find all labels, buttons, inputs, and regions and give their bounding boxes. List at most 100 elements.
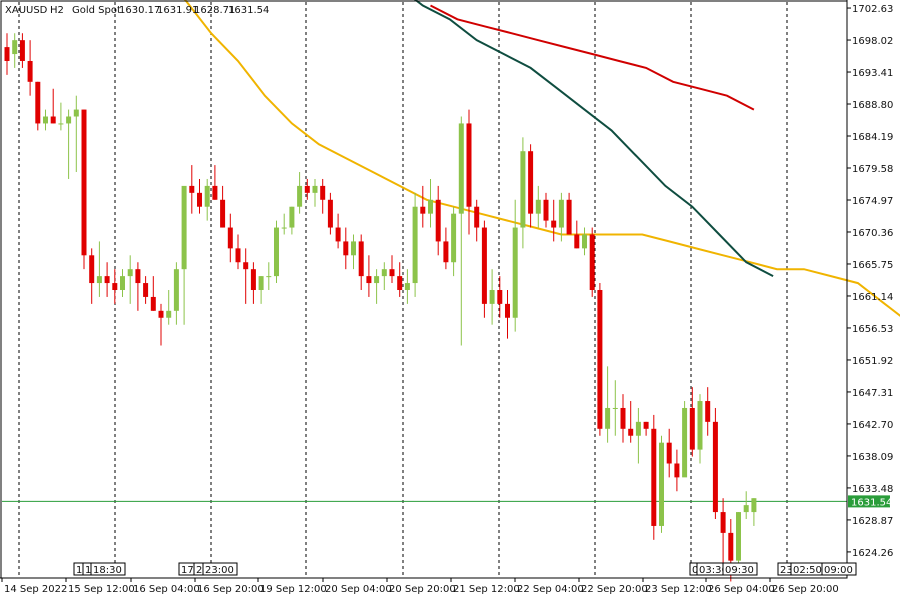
candle	[189, 165, 195, 214]
candle-body	[651, 428, 657, 526]
candle-body	[19, 40, 25, 61]
candle-body	[335, 227, 341, 242]
x-tick-label: 14 Sep 2022	[4, 584, 67, 595]
candles	[4, 33, 757, 582]
candle	[428, 178, 433, 228]
candle-body	[227, 227, 233, 249]
svg-text:0: 0	[692, 565, 698, 576]
svg-text:1: 1	[76, 565, 82, 576]
candle	[705, 387, 711, 436]
candle-body	[566, 199, 572, 235]
candle	[451, 206, 457, 277]
candle	[474, 199, 480, 242]
header-symbol: XAUUSD	[5, 5, 48, 16]
candle-body	[258, 276, 264, 290]
candle-body	[58, 123, 64, 125]
candle-body	[150, 296, 156, 311]
candle-body	[712, 421, 718, 513]
candle-body	[474, 206, 480, 228]
candle	[605, 366, 611, 443]
candle	[274, 220, 279, 284]
ma-slow-line	[430, 4, 755, 111]
candle	[651, 414, 657, 540]
y-tick-label: 1642.70	[852, 420, 893, 431]
candle	[35, 81, 41, 131]
candle	[689, 387, 695, 457]
candle-body	[397, 276, 403, 290]
candle	[66, 109, 72, 179]
x-tick-label: 20 Sep 04:00	[325, 584, 392, 595]
candle	[327, 192, 333, 235]
candle-body	[682, 407, 688, 478]
candle-body	[312, 185, 318, 193]
candle	[143, 276, 149, 304]
candle-body	[73, 109, 79, 117]
session-marker: 18:30	[90, 562, 126, 576]
candle	[258, 276, 264, 304]
candle-body	[605, 407, 611, 429]
candle-body	[535, 199, 541, 214]
candle	[720, 498, 726, 568]
candle	[520, 137, 526, 249]
svg-text:09:00: 09:00	[824, 565, 853, 576]
candle-body	[736, 512, 741, 561]
candle	[612, 380, 618, 436]
candle-body	[466, 123, 472, 207]
candle-body	[281, 227, 287, 229]
candle-body	[143, 283, 149, 297]
session-marker: 02:50	[790, 562, 826, 576]
candle	[281, 213, 287, 235]
candle-body	[481, 227, 487, 304]
candle-body	[127, 269, 133, 277]
candle-body	[351, 241, 356, 256]
y-tick-label: 1656.53	[852, 324, 893, 335]
candle	[12, 33, 18, 68]
candle-body	[212, 185, 218, 200]
candle	[420, 185, 426, 228]
session-marker: 09:30	[722, 562, 758, 576]
chart-header: XAUUSD H2 Gold Spot 1630.17 1631.91 1628…	[5, 5, 269, 16]
x-tick-label: 26 Sep 04:00	[708, 584, 775, 595]
candle	[235, 234, 241, 270]
candle-body	[543, 199, 549, 221]
candle-body	[458, 123, 464, 214]
candle	[697, 394, 703, 464]
y-tick-label: 1628.87	[852, 516, 893, 527]
x-tick-label: 20 Sep 20:00	[389, 584, 456, 595]
x-tick-label: 23 Sep 12:00	[645, 584, 712, 595]
candle-body	[451, 213, 457, 263]
y-tick-label: 1688.80	[852, 100, 893, 111]
candle-body	[173, 269, 179, 311]
candle	[135, 262, 141, 311]
candle-body	[289, 206, 295, 228]
current-price-tag: 1631.54	[848, 495, 892, 508]
candle	[574, 220, 580, 249]
candle	[674, 449, 680, 492]
candle-body	[135, 269, 141, 284]
candle-body	[720, 512, 726, 533]
candle	[512, 199, 518, 332]
candle	[220, 185, 226, 228]
candle	[404, 269, 410, 304]
svg-text:23:00: 23:00	[205, 565, 234, 576]
y-tick-label: 1647.31	[852, 388, 893, 399]
candle	[266, 262, 272, 290]
candle	[435, 185, 441, 256]
candle-body	[643, 421, 649, 429]
header-open: 1630.17	[119, 5, 160, 16]
candle	[505, 290, 510, 339]
candle-body	[204, 185, 210, 207]
candle-body	[120, 276, 125, 290]
candle-body	[612, 407, 618, 409]
candle-body	[235, 248, 241, 263]
candle-body	[366, 276, 372, 284]
candle	[166, 290, 172, 325]
candle	[243, 248, 249, 304]
candle	[535, 185, 541, 228]
y-tick-label: 1665.75	[852, 260, 893, 271]
grid	[18, 2, 788, 578]
candle	[643, 421, 649, 436]
